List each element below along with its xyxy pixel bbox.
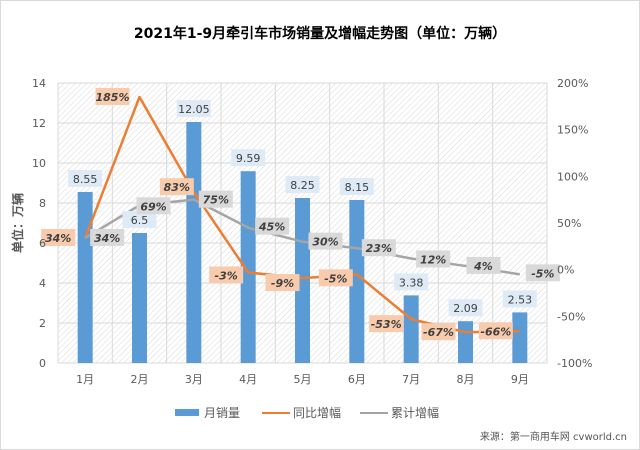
- bar-monthly-sales: [512, 312, 528, 363]
- yoy-data-label: -66%: [480, 325, 511, 338]
- y2-tick-label: 50%: [557, 217, 581, 230]
- bar-data-label: 8.25: [290, 179, 315, 192]
- line-label-bg: [209, 266, 244, 284]
- x-tick-label: 6月: [348, 373, 366, 386]
- yoy-data-label: -9%: [271, 277, 294, 290]
- line-label-bg: [318, 269, 353, 287]
- cumulative-data-label: 69%: [140, 200, 166, 213]
- cumulative-data-label: 4%: [473, 260, 493, 273]
- yoy-data-label: 34%: [45, 232, 71, 245]
- legend-label-yoy-growth: 同比增幅: [293, 405, 341, 420]
- bar-monthly-sales: [240, 171, 256, 363]
- x-tick-label: 7月: [402, 373, 420, 386]
- line-label-bg: [416, 250, 451, 268]
- x-tick-label: 1月: [76, 373, 94, 386]
- x-tick-label: 4月: [239, 373, 257, 386]
- yoy-data-label: 185%: [96, 91, 130, 104]
- yoy-data-label: -53%: [371, 318, 402, 331]
- x-tick-label: 5月: [294, 373, 312, 386]
- line-label-bg: [198, 190, 233, 208]
- y-tick-label: 10: [32, 157, 46, 170]
- bar-monthly-sales: [403, 295, 419, 363]
- yoy-data-label: -67%: [423, 326, 454, 339]
- bar-label-bg: [176, 100, 211, 117]
- bar-label-bg: [394, 273, 429, 291]
- y-tick-label: 2: [39, 317, 46, 330]
- watermark: 来源：第一商用车网 cvworld.cn: [480, 430, 627, 443]
- line-label-bg: [265, 274, 300, 292]
- line-label-bg: [90, 228, 125, 246]
- cumulative-data-label: 30%: [312, 236, 338, 249]
- line-label-bg: [159, 178, 194, 196]
- x-tick-label: 2月: [131, 373, 149, 386]
- line-label-bg: [466, 256, 501, 274]
- bar-label-bg: [285, 176, 320, 193]
- legend: 月销量 同比增幅 累计增幅: [175, 405, 439, 420]
- y-tick-label: 12: [32, 117, 46, 130]
- yoy-data-label: 83%: [164, 181, 190, 194]
- y-tick-label: 8: [39, 197, 46, 210]
- y-tick-label: 6: [39, 237, 46, 250]
- bar-data-label: 3.38: [399, 276, 424, 289]
- y-tick-label: 14: [32, 77, 46, 90]
- bar-data-label: 6.5: [131, 214, 149, 227]
- cumulative-data-label: 45%: [258, 221, 285, 234]
- legend-label-monthly-sales: 月销量: [204, 406, 240, 420]
- x-tick-label: 3月: [185, 373, 203, 386]
- bar-label-bg: [339, 178, 374, 195]
- line-label-bg: [255, 217, 290, 235]
- y2-tick-label: 0%: [557, 264, 574, 277]
- cumulative-data-label: 23%: [366, 242, 392, 255]
- y2-tick-label: 150%: [557, 124, 588, 137]
- legend-swatch-monthly-sales: [175, 409, 199, 416]
- y-tick-label: 4: [39, 277, 46, 290]
- bar-data-label: 12.05: [178, 103, 210, 116]
- bar-monthly-sales: [77, 192, 93, 363]
- line-label-bg: [525, 264, 560, 282]
- bar-data-label: 9.59: [236, 152, 261, 165]
- bar-label-bg: [68, 170, 103, 187]
- bar-monthly-sales: [132, 233, 147, 363]
- line-label-bg: [361, 239, 396, 257]
- bar-label-bg: [502, 290, 537, 308]
- cumulative-data-label: 34%: [94, 232, 120, 245]
- y2-tick-label: -50%: [557, 310, 585, 323]
- x-tick-label: 8月: [457, 373, 475, 386]
- bar-data-label: 2.53: [508, 293, 533, 306]
- bar-label-bg: [231, 149, 266, 167]
- bar-monthly-sales: [295, 198, 310, 363]
- line-label-bg: [308, 232, 343, 250]
- yoy-data-label: -5%: [324, 272, 347, 285]
- y-axis-label: 单位：万辆: [10, 193, 25, 253]
- y2-tick-label: -100%: [557, 357, 592, 370]
- bar-data-label: 8.55: [73, 173, 98, 186]
- bar-data-label: 2.09: [453, 302, 478, 315]
- legend-label-cumulative-growth: 累计增幅: [391, 405, 439, 420]
- bar-label-bg: [448, 299, 483, 317]
- bar-data-label: 8.15: [345, 181, 370, 194]
- line-label-bg: [478, 322, 513, 340]
- cumulative-data-label: 75%: [203, 194, 229, 207]
- yoy-data-label: -3%: [215, 269, 238, 282]
- line-label-bg: [136, 197, 171, 215]
- line-label-bg: [369, 315, 404, 333]
- chart-title: 2021年1-9月牵引车市场销量及增幅走势图（单位：万辆）: [134, 25, 506, 42]
- cumulative-data-label: -5%: [531, 267, 554, 280]
- bar-monthly-sales: [349, 200, 365, 363]
- bar-monthly-sales: [186, 122, 202, 363]
- cumulative-data-label: 12%: [420, 253, 446, 266]
- y2-tick-label: 100%: [557, 170, 588, 183]
- y2-tick-label: 200%: [557, 77, 588, 90]
- bar-label-bg: [122, 211, 157, 228]
- line-label-bg: [41, 228, 76, 246]
- bar-monthly-sales: [458, 321, 473, 363]
- line-label-bg: [95, 88, 130, 105]
- x-tick-label: 9月: [511, 373, 529, 386]
- line-label-bg: [421, 323, 456, 341]
- y-tick-label: 0: [39, 357, 46, 370]
